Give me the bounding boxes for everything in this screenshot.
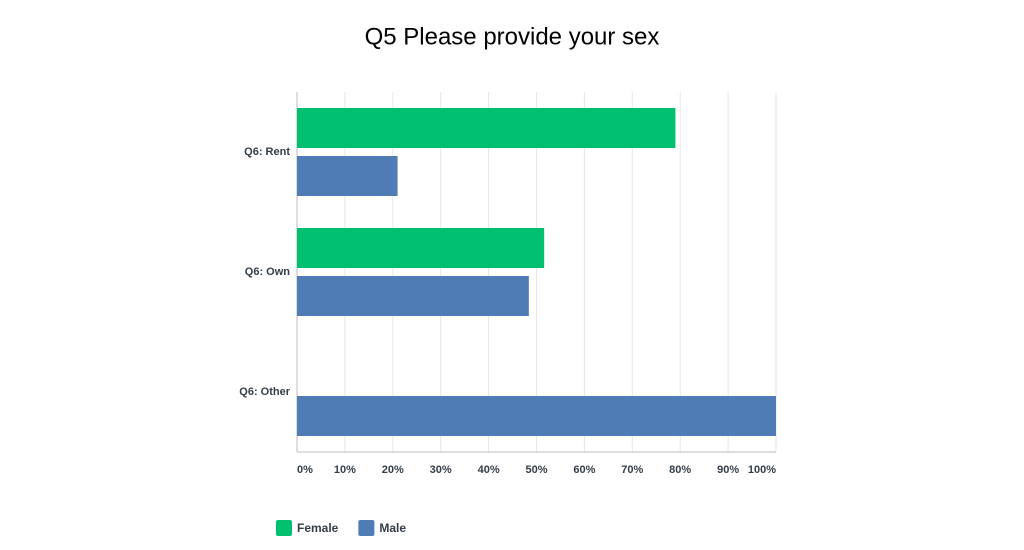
x-tick-label: 70% xyxy=(621,464,643,476)
x-tick-label: 30% xyxy=(430,464,452,476)
x-tick-label: 10% xyxy=(334,464,356,476)
x-tick-label: 50% xyxy=(525,464,547,476)
x-tick-label: 0% xyxy=(297,464,313,476)
legend-label: Female xyxy=(297,521,339,535)
chart-title: Q5 Please provide your sex xyxy=(365,23,660,50)
legend-swatch xyxy=(276,520,292,536)
bar xyxy=(297,228,545,268)
legend-label: Male xyxy=(379,521,406,535)
legend-swatch xyxy=(358,520,375,536)
x-tick-label: 60% xyxy=(573,464,595,476)
bar xyxy=(297,276,529,316)
x-tick-label: 80% xyxy=(669,464,691,476)
y-tick-label: Q6: Own xyxy=(245,266,291,278)
x-tick-label: 20% xyxy=(382,464,404,476)
bar xyxy=(297,156,398,196)
bar xyxy=(297,108,676,148)
y-tick-label: Q6: Rent xyxy=(244,146,290,158)
x-tick-label: 40% xyxy=(478,464,500,476)
bar xyxy=(297,396,776,436)
x-tick-label: 100% xyxy=(748,464,776,476)
y-tick-label: Q6: Other xyxy=(239,386,290,398)
x-tick-label: 90% xyxy=(717,464,739,476)
